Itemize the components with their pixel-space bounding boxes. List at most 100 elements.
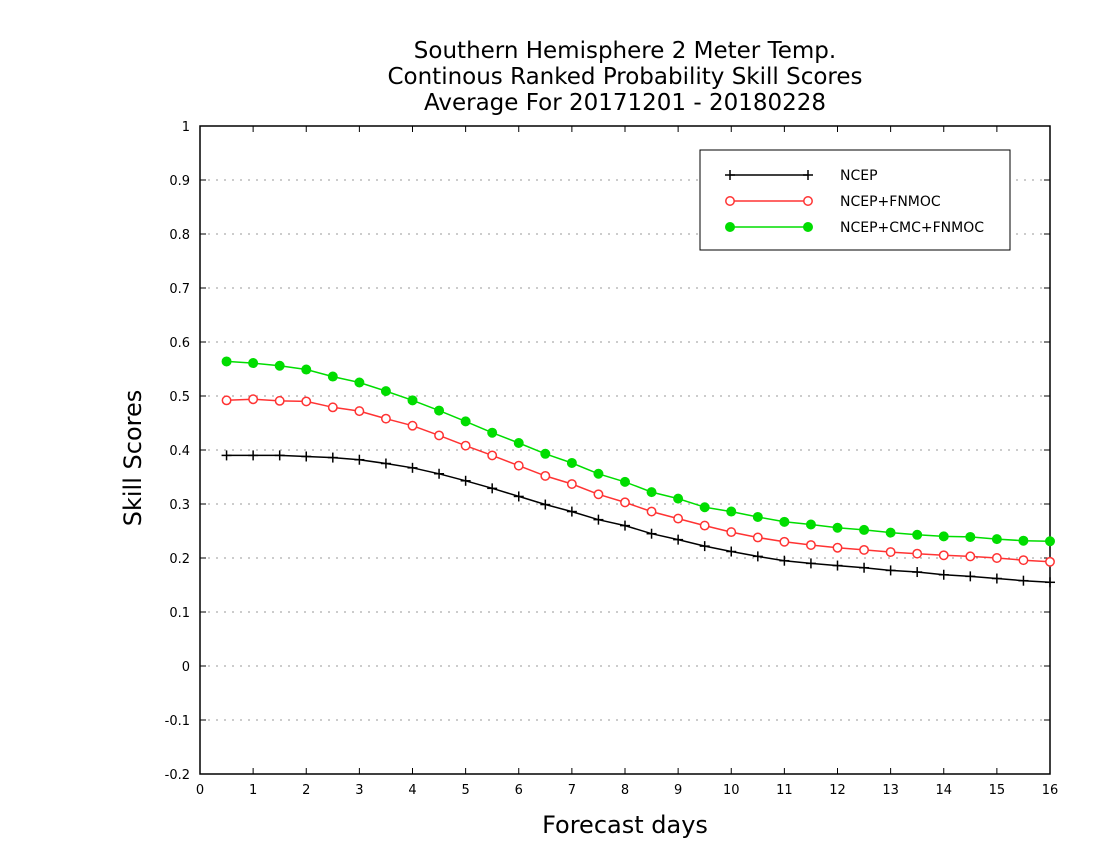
data-point-ncep-fnmoc: [699, 520, 710, 531]
legend-marker-ncep-cmc-fnmoc: [803, 222, 813, 232]
x-tick-label: 1: [249, 783, 257, 798]
data-point-ncep: [354, 454, 365, 465]
data-point-ncep-fnmoc: [1045, 556, 1055, 567]
data-point-ncep: [248, 450, 259, 461]
x-tick-label: 0: [196, 783, 204, 798]
data-point-ncep-fnmoc: [752, 532, 763, 543]
legend-box: [699, 149, 1011, 251]
data-point-ncep-fnmoc: [593, 489, 604, 500]
y-tick-label: 0.9: [169, 174, 190, 189]
data-point-ncep-cmc-fnmoc: [779, 516, 790, 527]
data-point-ncep: [726, 546, 737, 557]
chart-period: Average For 20171201 - 20180228: [424, 90, 826, 116]
data-point-ncep: [832, 560, 843, 571]
x-tick-label: 10: [723, 783, 740, 798]
legend: NCEP NCEP+FNMOC NCEP+CMC+FNMOC: [699, 149, 1011, 251]
y-tick-label: -0.2: [165, 768, 190, 783]
data-point-ncep-cmc-fnmoc: [805, 519, 816, 530]
x-tick-label: 4: [408, 783, 416, 798]
data-point-ncep-cmc-fnmoc: [752, 511, 763, 522]
data-point-ncep-fnmoc: [991, 553, 1002, 563]
data-point-ncep: [859, 562, 870, 573]
data-point-ncep-fnmoc: [885, 547, 896, 558]
y-tick-label: 0.7: [169, 282, 190, 297]
chart-title: Southern Hemisphere 2 Meter Temp.: [414, 38, 836, 64]
data-point-ncep-cmc-fnmoc: [673, 493, 684, 504]
data-point-ncep-fnmoc: [832, 542, 843, 553]
data-point-ncep-fnmoc: [301, 396, 312, 407]
data-point-ncep-cmc-fnmoc: [1045, 536, 1055, 547]
legend-marker-ncep: [725, 170, 735, 180]
data-point-ncep-cmc-fnmoc: [859, 524, 870, 535]
series-line-ncep: [226, 454, 1051, 584]
data-point-ncep-fnmoc: [274, 395, 285, 406]
data-point-ncep-cmc-fnmoc: [221, 356, 232, 367]
legend-marker-ncep: [803, 170, 813, 180]
data-point-ncep: [805, 558, 816, 569]
y-tick-label: -0.1: [165, 714, 190, 729]
series-line-ncep-cmc-fnmoc: [226, 360, 1051, 543]
data-point-ncep-cmc-fnmoc: [620, 476, 630, 487]
data-point-ncep-cmc-fnmoc: [726, 506, 737, 517]
data-point-ncep-fnmoc: [248, 394, 259, 405]
data-point-ncep-fnmoc: [487, 450, 498, 461]
data-point-ncep-fnmoc: [513, 460, 524, 471]
data-point-ncep: [593, 514, 604, 525]
y-tick-label: 0.1: [169, 606, 190, 621]
data-point-ncep: [1045, 577, 1055, 588]
x-tick-label: 5: [461, 783, 469, 798]
data-point-ncep-fnmoc: [938, 550, 949, 561]
data-point-ncep-cmc-fnmoc: [699, 502, 710, 513]
y-tick-label: 0.5: [169, 390, 190, 405]
y-tick-label: 0.3: [169, 498, 190, 513]
legend-label-ncep: NCEP: [840, 168, 878, 184]
data-point-ncep: [1018, 575, 1029, 586]
data-point-ncep-fnmoc: [354, 406, 365, 417]
x-tick-label: 7: [568, 783, 576, 798]
y-tick-label: 1: [182, 120, 190, 135]
data-point-ncep-cmc-fnmoc: [646, 487, 657, 498]
x-tick-label: 14: [935, 783, 952, 798]
data-point-ncep-cmc-fnmoc: [938, 531, 949, 542]
y-axis-label: Skill Scores: [119, 390, 147, 527]
gridlines: [200, 179, 1050, 721]
data-point-ncep-cmc-fnmoc: [965, 531, 976, 542]
legend-marker-ncep-cmc-fnmoc: [725, 222, 735, 232]
data-point-ncep-cmc-fnmoc: [380, 386, 391, 397]
data-point-ncep-cmc-fnmoc: [434, 405, 445, 416]
data-point-ncep: [938, 569, 949, 580]
data-point-ncep-cmc-fnmoc: [460, 416, 471, 427]
x-axis-label: Forecast days: [542, 811, 708, 839]
series-line-ncep-fnmoc: [226, 398, 1051, 563]
data-point-ncep-cmc-fnmoc: [301, 364, 312, 375]
y-tick-label: 0.6: [169, 336, 190, 351]
data-point-ncep: [752, 551, 763, 562]
data-point-ncep: [646, 528, 657, 539]
data-point-ncep: [274, 450, 285, 461]
data-point-ncep-cmc-fnmoc: [513, 437, 524, 448]
chart-subtitle: Continous Ranked Probability Skill Score…: [387, 64, 862, 90]
x-tick-label: 12: [829, 783, 846, 798]
data-point-ncep-fnmoc: [434, 430, 445, 441]
data-point-ncep: [673, 534, 684, 545]
data-point-ncep: [434, 468, 445, 479]
x-tick-label: 15: [989, 783, 1006, 798]
data-point-ncep-fnmoc: [1018, 555, 1029, 566]
data-point-ncep: [779, 555, 790, 566]
data-point-ncep-fnmoc: [965, 551, 976, 562]
data-point-ncep: [327, 452, 338, 463]
data-point-ncep: [566, 506, 577, 517]
data-point-ncep: [380, 458, 391, 469]
x-tick-label: 6: [515, 783, 523, 798]
x-tick-label: 16: [1042, 783, 1059, 798]
data-point-ncep-cmc-fnmoc: [593, 468, 604, 479]
data-point-ncep: [912, 567, 923, 578]
data-point-ncep-fnmoc: [327, 402, 338, 413]
data-point-ncep-fnmoc: [779, 536, 790, 547]
x-tick-label: 11: [776, 783, 793, 798]
data-point-ncep-fnmoc: [620, 497, 630, 508]
data-point-ncep-fnmoc: [726, 527, 737, 538]
legend-label-ncep-cmc-fnmoc: NCEP+CMC+FNMOC: [840, 220, 984, 236]
data-point-ncep-cmc-fnmoc: [487, 427, 498, 438]
series-group: [221, 356, 1055, 588]
